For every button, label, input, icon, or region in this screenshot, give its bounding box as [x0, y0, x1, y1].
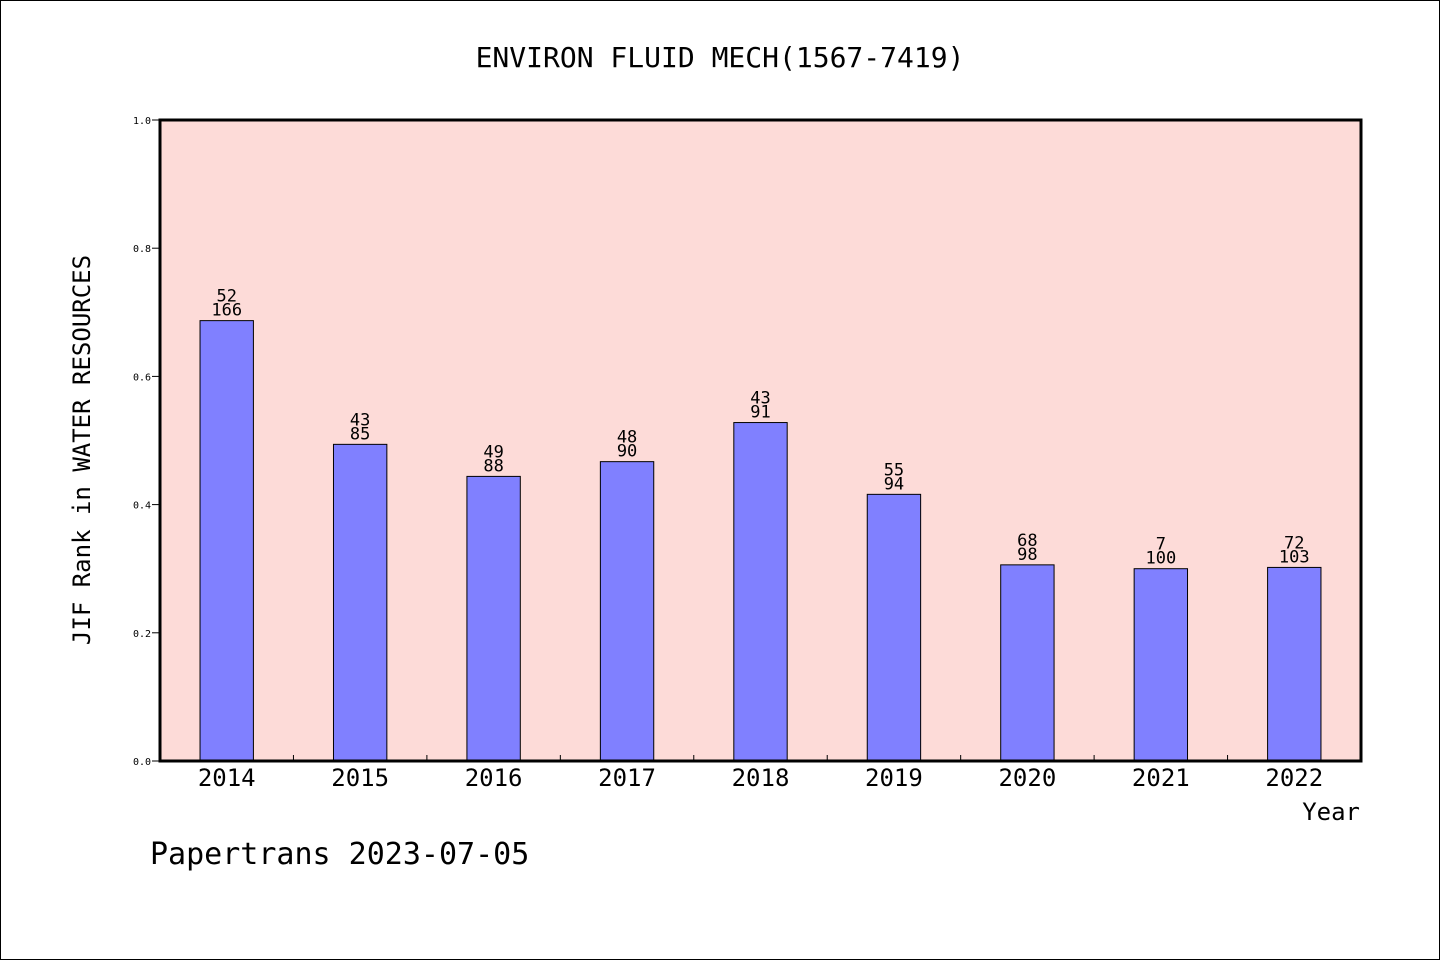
x-tick-label: 2020	[998, 764, 1056, 792]
bar-total-label: 166	[211, 301, 242, 321]
x-axis-label: Year	[1302, 798, 1360, 826]
y-axis: 0.0 0.2 0.4 0.6 0.8 1.0	[133, 116, 160, 768]
bar-total-label: 98	[1017, 545, 1037, 565]
bar-total-label: 85	[350, 424, 370, 444]
bar-rank-label: 43	[750, 389, 770, 409]
bar-total-label: 90	[617, 442, 637, 462]
bar	[332, 443, 388, 762]
bar-rank-label: 48	[617, 428, 637, 448]
bar-rank-label: 55	[884, 460, 904, 480]
x-tick-label: 2019	[865, 764, 923, 792]
x-tick-label: 2016	[465, 764, 523, 792]
bar	[1267, 566, 1322, 762]
plot-border	[158, 118, 1363, 763]
y-axis-label: JIF Rank in WATER RESOURCES	[68, 255, 96, 645]
bar-rank-label: 52	[216, 287, 236, 307]
bar-total-label: 88	[483, 456, 503, 476]
y-tick-label: 0.2	[133, 629, 151, 640]
x-tick-label: 2021	[1132, 764, 1190, 792]
x-tick-label: 2022	[1265, 764, 1323, 792]
bar	[1000, 564, 1055, 762]
y-tick-label: 0.6	[133, 372, 151, 383]
x-tick-label: 2018	[732, 764, 790, 792]
footer-credit: Papertrans 2023-07-05	[150, 837, 529, 872]
bar-rank-label: 43	[350, 410, 370, 430]
bar	[866, 493, 922, 762]
x-axis: 2014 2015 2016 2017 2018 2019 2020 2021 2022	[198, 755, 1323, 792]
chart-title: ENVIRON FLUID MECH(1567-7419)	[476, 41, 965, 74]
y-tick-label: 0.4	[133, 501, 151, 512]
y-tick-label: 0.8	[133, 244, 151, 255]
bar-rank-label: 72	[1284, 533, 1304, 553]
x-tick-label: 2015	[331, 764, 389, 792]
bar-total-label: 103	[1279, 547, 1310, 567]
y-tick-label: 1.0	[133, 116, 151, 127]
bar-rank-label: 7	[1156, 535, 1166, 555]
bar	[466, 475, 521, 762]
y-tick-label: 0.0	[133, 757, 151, 768]
bar	[1133, 568, 1189, 762]
bar	[733, 422, 788, 762]
bar-total-label: 100	[1145, 549, 1176, 569]
x-tick-label: 2017	[598, 764, 656, 792]
bar-total-label: 91	[750, 403, 770, 423]
bar-rank-label: 49	[483, 442, 503, 462]
bar-rank-label: 68	[1017, 531, 1037, 551]
bar	[599, 461, 655, 762]
bar-total-label: 94	[884, 474, 904, 494]
bar	[199, 320, 254, 762]
x-tick-label: 2014	[198, 764, 256, 792]
